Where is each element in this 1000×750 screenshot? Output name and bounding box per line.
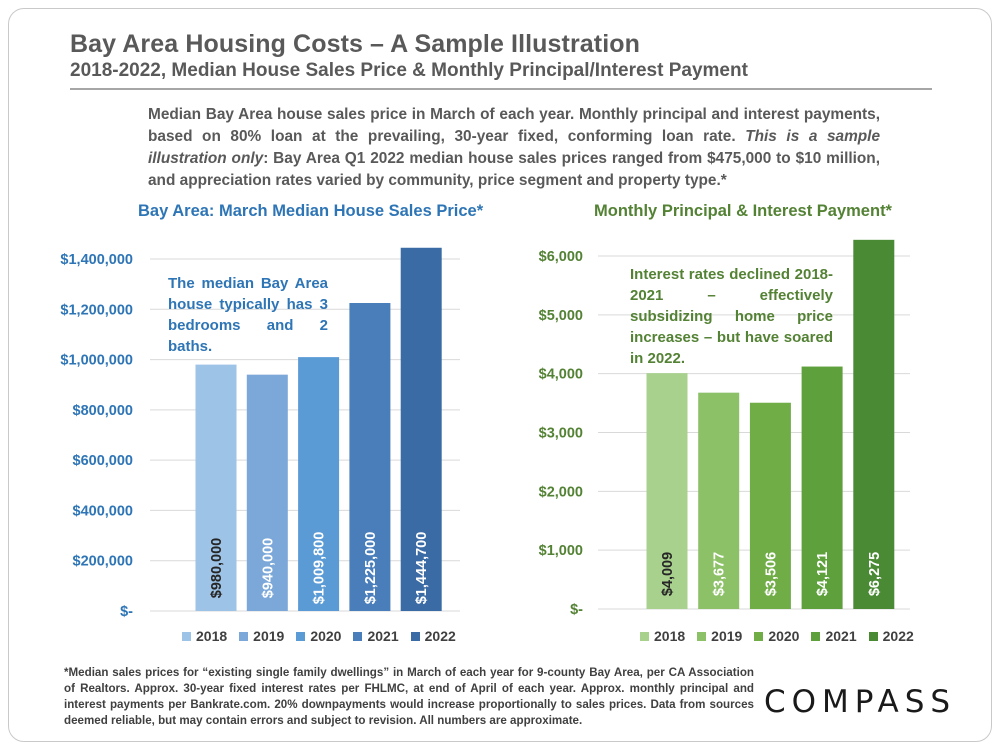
price-y-tick-label: $1,200,000 [60,302,133,318]
price-legend-item-2020: 2020 [296,628,341,644]
compass-logo: COMPASS [764,684,957,720]
payment-legend-label: 2018 [654,628,686,644]
price-data-label-2022: $1,444,700 [414,532,430,605]
price-legend-swatch [182,631,191,641]
price-y-tick-label: $- [120,604,133,620]
payment-bar-2020 [749,402,791,609]
payment-legend-swatch [640,631,649,641]
payment-legend-swatch [754,631,764,641]
price-data-label-2020: $1,009,800 [312,532,328,605]
price-legend-swatch [410,631,420,641]
price-data-label-2021: $1,225,000 [363,532,379,605]
payment-bar-2021 [801,366,843,609]
payment-legend-item-2019: 2019 [697,628,742,644]
payment-bar-2022 [853,239,895,609]
payment-legend-label: 2021 [825,628,857,644]
price-legend-label: 2020 [310,628,342,644]
payment-y-tick-label: $6,000 [539,249,583,265]
price-data-label-2018: $980,000 [209,538,225,598]
payment-chart-title: Monthly Principal & Interest Payment* [594,202,892,220]
payment-data-label-2021: $4,121 [815,552,831,596]
page-subtitle: 2018-2022, Median House Sales Price & Mo… [70,60,748,81]
intro-text-2: : Bay Area Q1 2022 median house sales pr… [148,150,880,189]
price-bar-2020 [298,357,340,611]
price-legend-item-2019: 2019 [239,628,284,644]
title-divider [70,88,932,90]
price-data-label-2019: $940,000 [260,538,276,598]
payment-y-tick-label: $1,000 [539,543,583,559]
payment-legend-item-2022: 2022 [868,628,914,644]
price-bar-2019 [246,374,288,611]
price-legend-item-2022: 2022 [410,628,456,644]
price-y-tick-label: $600,000 [73,453,133,469]
payment-chart-legend: 2018 2019 2020 2021 2022 [640,628,914,644]
payment-y-tick-label: $- [570,602,583,618]
price-legend-item-2021: 2021 [353,628,399,644]
payment-legend-swatch [811,631,821,641]
payment-chart-annotation: Interest rates declined 2018-2021 – effe… [630,266,833,367]
payment-data-label-2019: $3,677 [712,552,728,596]
price-legend-swatch [296,631,306,641]
price-bar-2022 [400,247,442,611]
payment-legend-swatch [868,631,878,641]
intro-text-1: Median Bay Area house sales price in Mar… [148,106,880,145]
price-legend-swatch [239,631,249,641]
price-y-tick-label: $1,000,000 [60,353,133,369]
price-chart-annotation: The median Bay Area house typically has … [168,275,328,355]
price-y-tick-label: $200,000 [73,554,133,570]
footnote: *Median sales prices for “existing singl… [64,666,754,727]
payment-bar-2019 [698,392,740,609]
payment-legend-label: 2020 [768,628,800,644]
payment-legend-label: 2019 [711,628,743,644]
intro-italic-text: This is a sample illustration only [148,128,881,167]
payment-data-label-2018: $4,009 [660,552,676,596]
price-chart-title: Bay Area: March Median House Sales Price… [138,202,484,220]
payment-legend-swatch [697,631,707,641]
price-bar-2021 [349,303,391,611]
payment-legend-item-2020: 2020 [754,628,799,644]
price-legend-item-2018: 2018 [182,628,227,644]
payment-y-tick-label: $4,000 [539,367,583,383]
payment-y-tick-label: $2,000 [539,484,583,500]
price-y-tick-label: $1,400,000 [60,252,133,268]
price-legend-swatch [353,631,363,641]
payment-bar-2018 [646,373,688,609]
price-legend-label: 2018 [196,628,228,644]
price-bar-2018 [195,364,237,611]
price-y-tick-label: $800,000 [73,403,133,419]
price-chart-legend: 2018 2019 2020 2021 2022 [182,628,456,644]
price-legend-label: 2022 [424,628,456,644]
payment-data-label-2020: $3,506 [763,552,779,596]
page-title: Bay Area Housing Costs – A Sample Illust… [70,30,641,58]
payment-y-tick-label: $5,000 [539,308,583,324]
price-legend-label: 2019 [253,628,285,644]
price-legend-label: 2021 [367,628,399,644]
price-y-tick-label: $400,000 [73,503,133,519]
payment-y-tick-label: $3,000 [539,426,583,442]
intro-paragraph: Median Bay Area house sales price in Mar… [148,104,880,192]
payment-data-label-2022: $6,275 [867,552,883,596]
payment-legend-label: 2022 [882,628,914,644]
payment-legend-item-2021: 2021 [811,628,857,644]
payment-legend-item-2018: 2018 [640,628,685,644]
